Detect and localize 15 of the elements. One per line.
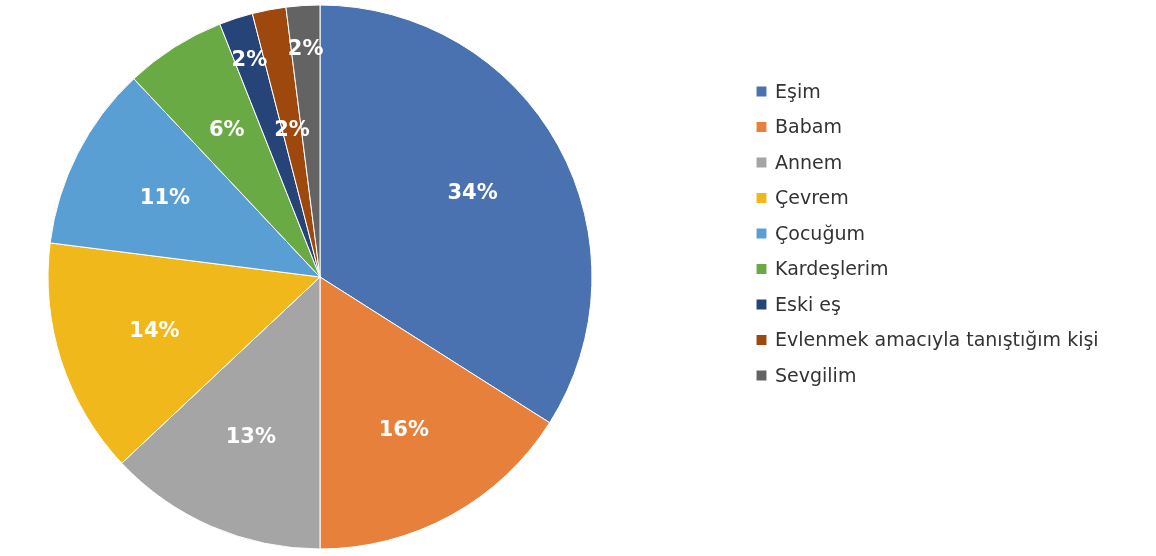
data-label: 14%	[129, 317, 180, 342]
data-label: 16%	[378, 416, 429, 441]
legend-label: Kardeşlerim	[775, 257, 889, 279]
data-label: 6%	[208, 117, 245, 142]
legend-label: Sevgilim	[775, 363, 857, 386]
legend-label: Annem	[775, 150, 843, 173]
data-label: 34%	[447, 180, 498, 205]
data-label: 13%	[225, 423, 276, 448]
legend-label: Eşim	[775, 79, 821, 102]
legend-label: Çocuğum	[775, 221, 865, 244]
legend-label: Eski eş	[775, 292, 841, 315]
legend-label: Evlenmek amacıyla tanıştığım kişi	[775, 328, 1099, 350]
legend-label: Çevrem	[775, 186, 849, 208]
data-label: 11%	[139, 184, 191, 209]
legend-label: Babam	[775, 115, 842, 137]
